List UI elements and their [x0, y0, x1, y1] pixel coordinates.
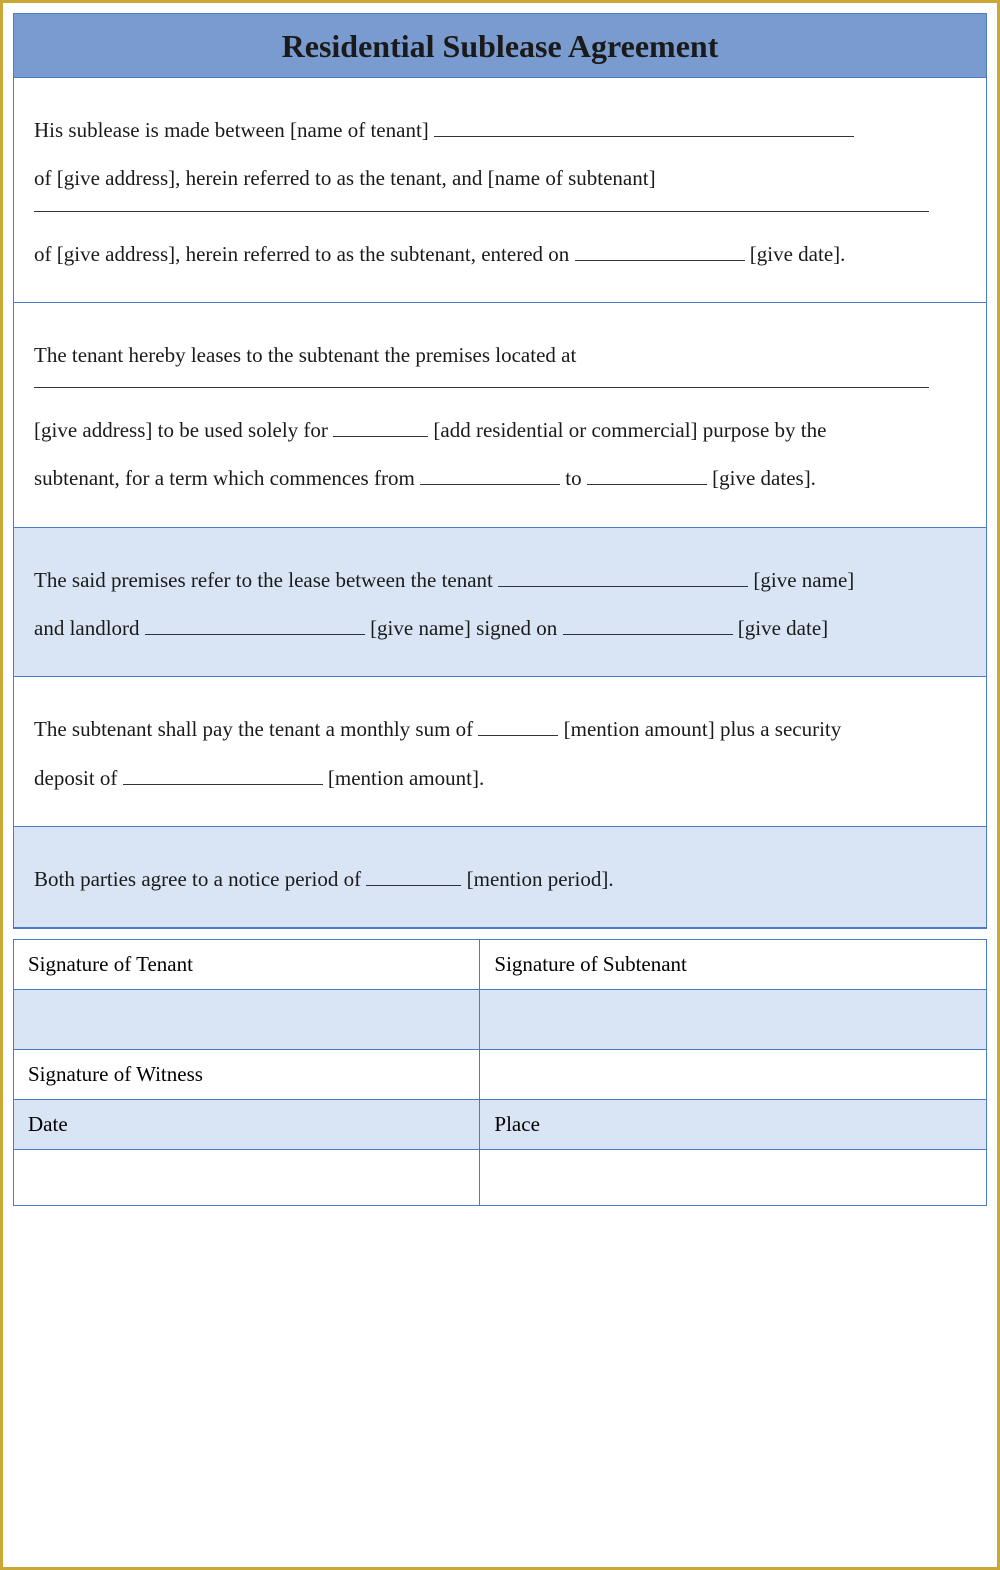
- document-inner: Residential Sublease Agreement His suble…: [13, 13, 987, 929]
- text-s2-l1: The tenant hereby leases to the subtenan…: [34, 343, 576, 367]
- text-s2-l2b: [add residential or commercial] purpose …: [428, 418, 826, 442]
- text-s2-l3c: [give dates].: [707, 466, 816, 490]
- text-s1-l1a: His sublease is made between [name of te…: [34, 118, 434, 142]
- blank-lease-tenant[interactable]: [498, 566, 748, 587]
- field-place[interactable]: [480, 1150, 987, 1206]
- text-s4-l2a: deposit of: [34, 766, 123, 790]
- blank-notice-period[interactable]: [366, 865, 461, 886]
- sig-row-labels-2: Signature of Witness: [14, 1050, 987, 1100]
- sig-row-blank-1: [14, 990, 987, 1050]
- text-s3-l2c: [give date]: [733, 616, 829, 640]
- text-s3-l1b: [give name]: [748, 568, 854, 592]
- blank-tenant-name[interactable]: [434, 116, 854, 137]
- text-s2-l3b: to: [560, 466, 587, 490]
- blank-term-to[interactable]: [587, 464, 707, 485]
- section-premises: The tenant hereby leases to the subtenan…: [14, 303, 986, 528]
- blank-landlord[interactable]: [145, 614, 365, 635]
- label-date: Date: [14, 1100, 480, 1150]
- section-parties: His sublease is made between [name of te…: [14, 78, 986, 303]
- label-place: Place: [480, 1100, 987, 1150]
- blank-subtenant-name[interactable]: [34, 211, 929, 212]
- field-sig-tenant[interactable]: [14, 990, 480, 1050]
- field-sig-subtenant[interactable]: [480, 990, 987, 1050]
- text-s3-l2a: and landlord: [34, 616, 145, 640]
- section-payment: The subtenant shall pay the tenant a mon…: [14, 677, 986, 827]
- blank-term-from[interactable]: [420, 464, 560, 485]
- text-s4-l2b: [mention amount].: [323, 766, 485, 790]
- document-title: Residential Sublease Agreement: [14, 28, 986, 65]
- text-s2-l3a: subtenant, for a term which commences fr…: [34, 466, 420, 490]
- text-s1-l3a: of [give address], herein referred to as…: [34, 242, 575, 266]
- sig-row-labels-1: Signature of Tenant Signature of Subtena…: [14, 940, 987, 990]
- text-s1-l2: of [give address], herein referred to as…: [34, 166, 656, 190]
- label-empty: [480, 1050, 987, 1100]
- text-s5-l1b: [mention period].: [461, 867, 613, 891]
- text-s3-l1a: The said premises refer to the lease bet…: [34, 568, 498, 592]
- document-page: Residential Sublease Agreement His suble…: [0, 0, 1000, 1570]
- blank-entry-date[interactable]: [575, 240, 745, 261]
- title-bar: Residential Sublease Agreement: [14, 14, 986, 78]
- blank-sign-date[interactable]: [563, 614, 733, 635]
- text-s5-l1a: Both parties agree to a notice period of: [34, 867, 366, 891]
- sig-row-labels-3: Date Place: [14, 1100, 987, 1150]
- text-s4-l1a: The subtenant shall pay the tenant a mon…: [34, 717, 478, 741]
- label-sig-tenant: Signature of Tenant: [14, 940, 480, 990]
- text-s3-l2b: [give name] signed on: [365, 616, 563, 640]
- label-sig-witness: Signature of Witness: [14, 1050, 480, 1100]
- blank-purpose[interactable]: [333, 416, 428, 437]
- text-s4-l1b: [mention amount] plus a security: [558, 717, 841, 741]
- blank-premises-address[interactable]: [34, 387, 929, 388]
- field-date[interactable]: [14, 1150, 480, 1206]
- section-lease-reference: The said premises refer to the lease bet…: [14, 528, 986, 678]
- sig-row-blank-2: [14, 1150, 987, 1206]
- label-sig-subtenant: Signature of Subtenant: [480, 940, 987, 990]
- signature-table: Signature of Tenant Signature of Subtena…: [13, 939, 987, 1206]
- blank-deposit[interactable]: [123, 764, 323, 785]
- text-s1-l3b: [give date].: [745, 242, 846, 266]
- section-notice: Both parties agree to a notice period of…: [14, 827, 986, 928]
- blank-monthly-sum[interactable]: [478, 715, 558, 736]
- text-s2-l2a: [give address] to be used solely for: [34, 418, 333, 442]
